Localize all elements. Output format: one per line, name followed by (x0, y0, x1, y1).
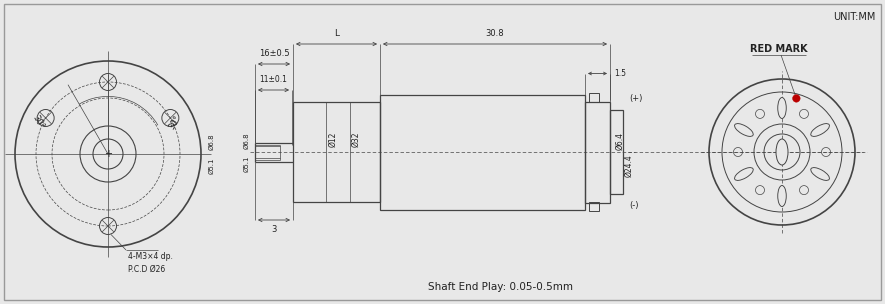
Text: 3: 3 (272, 224, 277, 233)
Text: RED MARK: RED MARK (750, 44, 808, 54)
Text: 30.8: 30.8 (486, 29, 504, 39)
Text: 4-M3×4 dp.: 4-M3×4 dp. (128, 252, 173, 261)
Ellipse shape (776, 139, 788, 165)
Text: 1.5: 1.5 (614, 69, 626, 78)
Ellipse shape (778, 98, 786, 119)
Text: UNIT:MM: UNIT:MM (833, 12, 875, 22)
Bar (610, 110, 623, 194)
Bar (293, 102, 380, 202)
Text: Ø24.4: Ø24.4 (624, 154, 633, 177)
Bar (585, 102, 610, 202)
Text: Ø12: Ø12 (328, 132, 337, 147)
Text: 16±0.5: 16±0.5 (258, 50, 289, 58)
Text: Ø5.1: Ø5.1 (209, 158, 215, 174)
Bar (589, 93, 599, 102)
Bar (380, 95, 585, 209)
Text: +: + (104, 149, 112, 159)
Text: Ø32: Ø32 (351, 132, 360, 147)
Ellipse shape (778, 185, 786, 206)
Ellipse shape (811, 124, 829, 136)
Text: (-): (-) (629, 201, 638, 210)
Text: Ø5.1: Ø5.1 (244, 155, 250, 171)
Text: 30°: 30° (167, 114, 183, 131)
Ellipse shape (735, 168, 753, 180)
Text: Ø6.8: Ø6.8 (209, 133, 215, 150)
Ellipse shape (811, 168, 829, 180)
Text: P.C.D Ø26: P.C.D Ø26 (128, 265, 165, 274)
Text: Ø6.4: Ø6.4 (615, 132, 624, 150)
Bar (589, 202, 599, 211)
Text: 30°: 30° (30, 114, 45, 131)
Text: (+): (+) (629, 94, 643, 103)
Text: 11±0.1: 11±0.1 (259, 75, 288, 85)
Text: Shaft End Play: 0.05-0.5mm: Shaft End Play: 0.05-0.5mm (427, 282, 573, 292)
Circle shape (793, 95, 800, 102)
Text: L: L (334, 29, 339, 39)
Text: Ø6.8: Ø6.8 (244, 132, 250, 149)
Ellipse shape (735, 124, 753, 136)
